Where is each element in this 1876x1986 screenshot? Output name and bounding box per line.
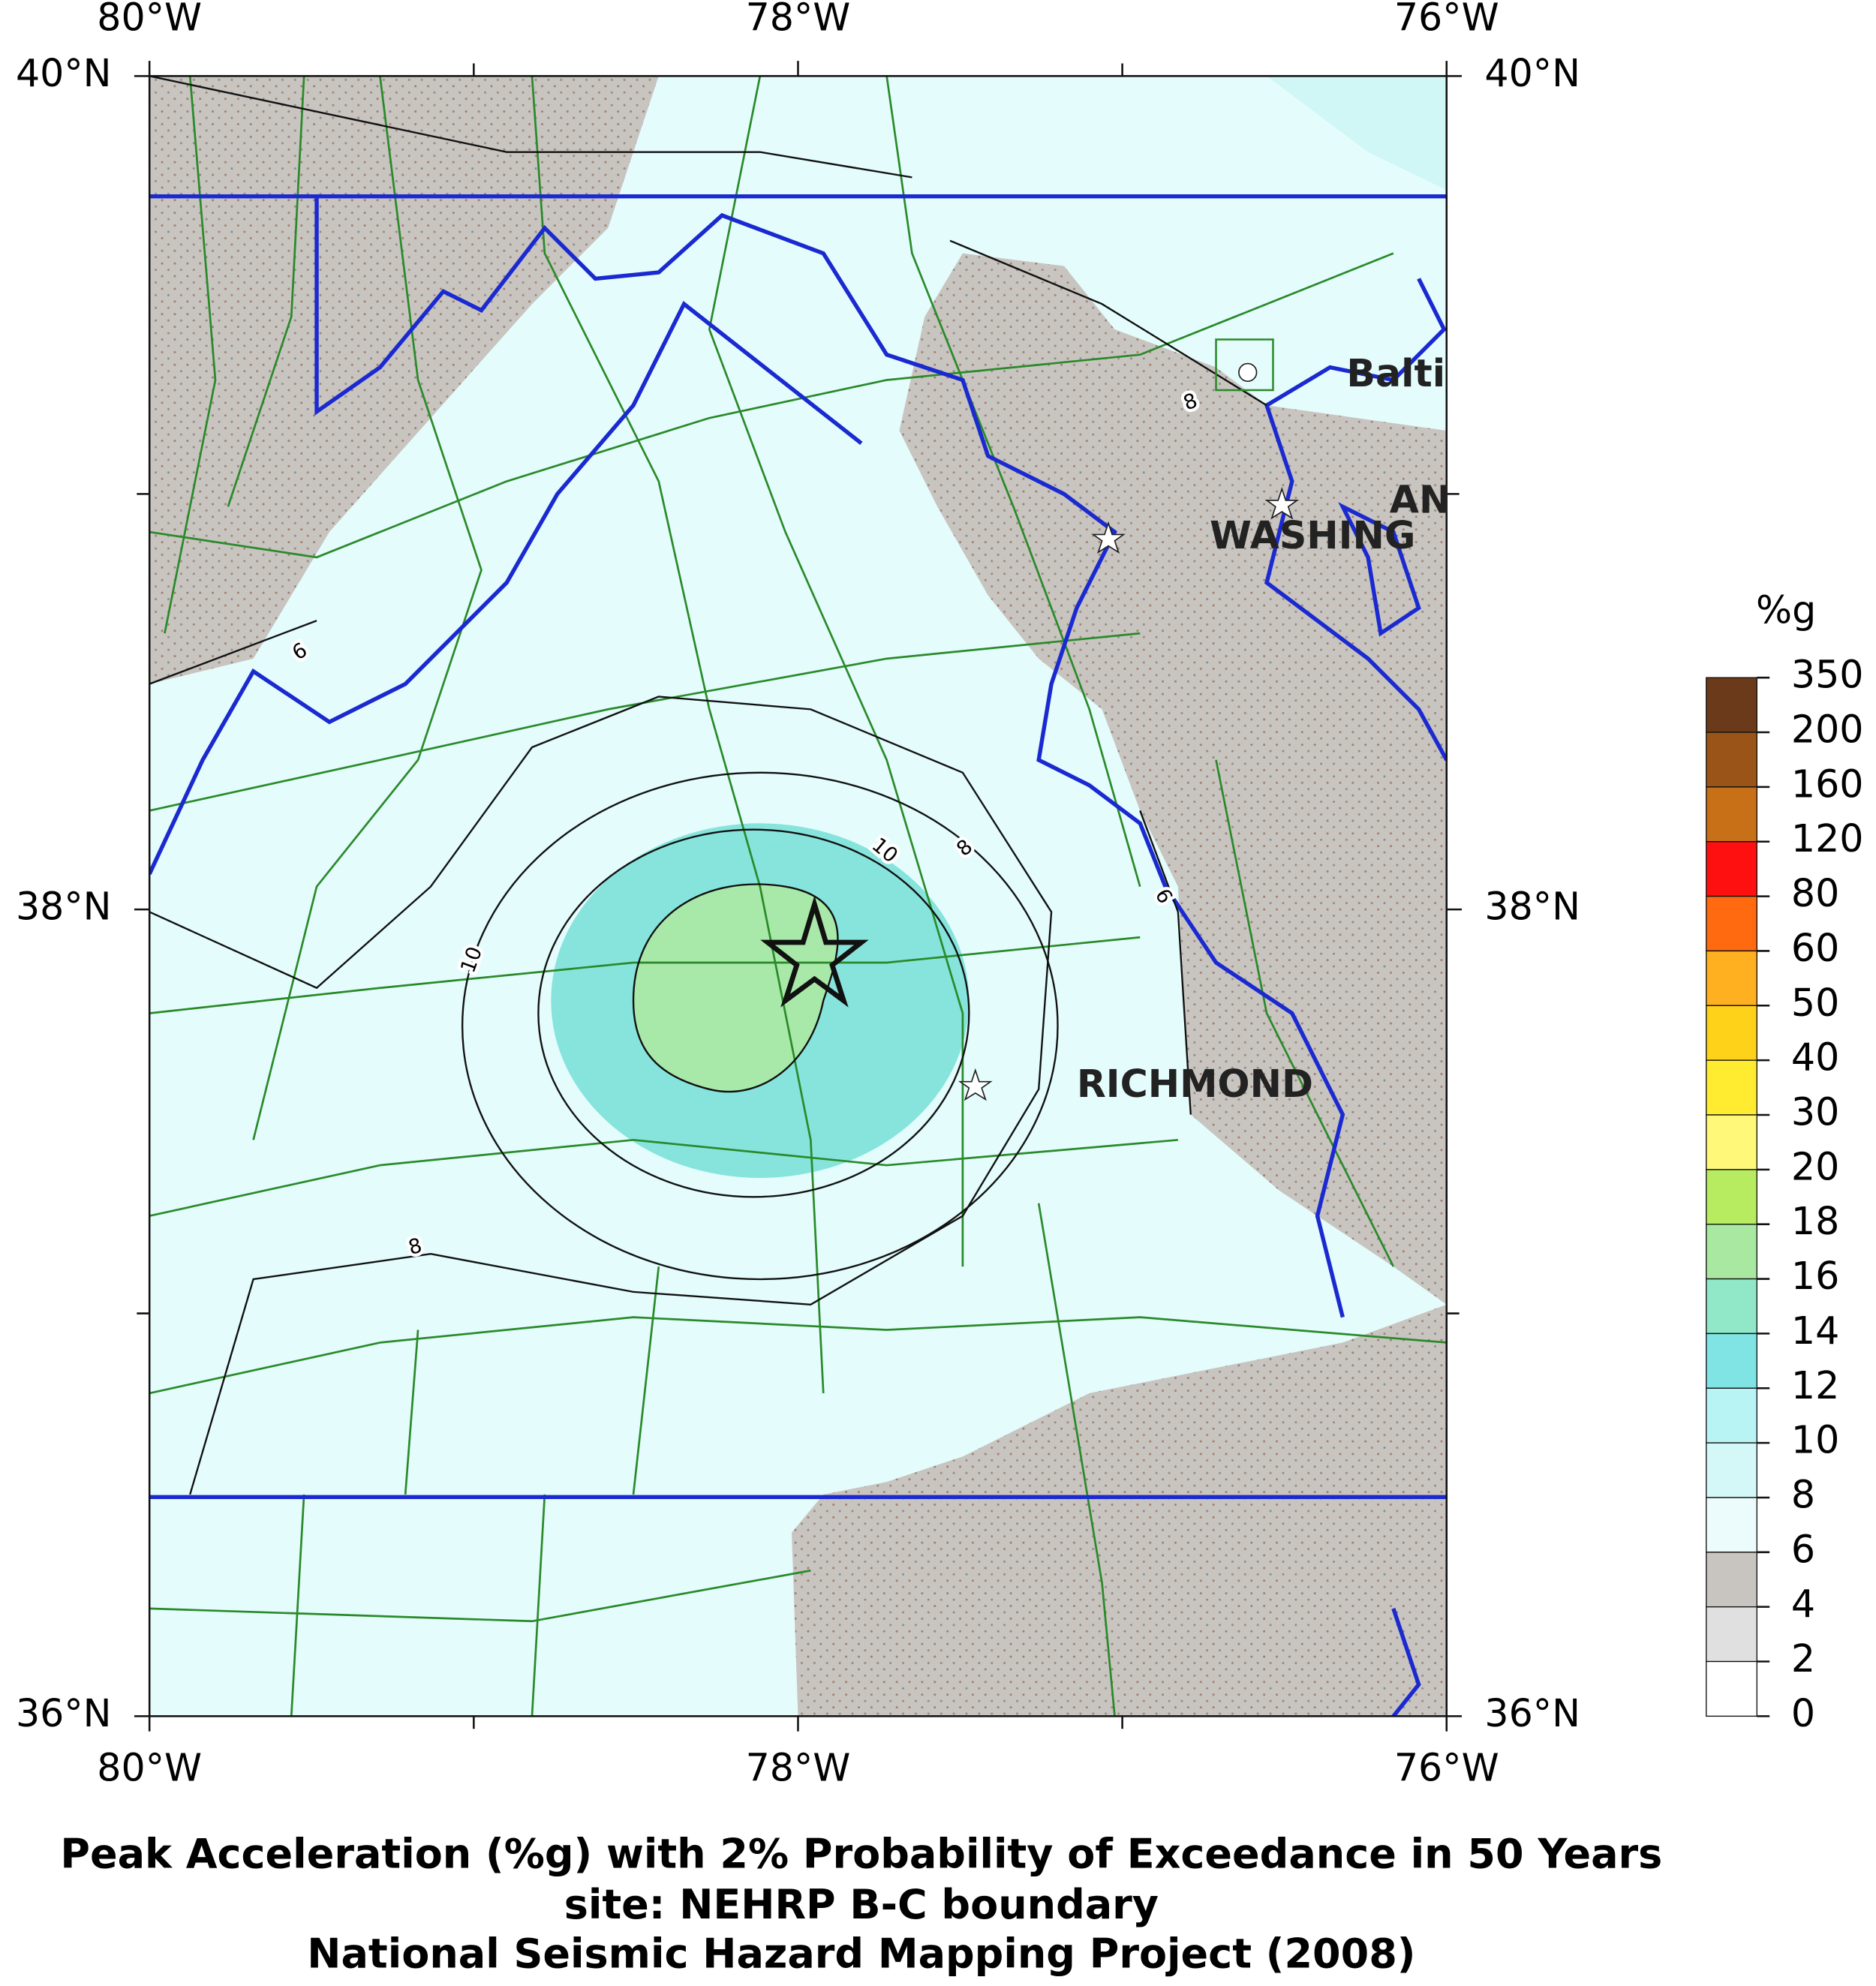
legend-swatch: [1706, 1278, 1757, 1335]
legend-label: 10: [1791, 1418, 1839, 1462]
legend-label: 6: [1791, 1527, 1815, 1571]
city-label: Balti: [1346, 351, 1445, 395]
epicenter-star: [760, 895, 869, 1008]
legend-label: 200: [1791, 708, 1864, 752]
lon-label: 78°W: [746, 0, 851, 40]
state-lines: [149, 194, 1447, 1717]
legend-swatch: [1706, 1660, 1757, 1717]
legend-label: 40: [1791, 1035, 1839, 1080]
legend-label: 350: [1791, 653, 1864, 697]
legend-label: 16: [1791, 1254, 1839, 1298]
low-hazard-region: [792, 253, 1447, 1717]
legend-swatch: [1706, 1059, 1757, 1116]
lat-label: 38°N: [1484, 885, 1580, 929]
lat-label: 40°N: [1484, 51, 1580, 95]
county-lines: [149, 76, 1447, 1717]
map-area: [149, 76, 1447, 1717]
legend-label: 0: [1791, 1691, 1815, 1735]
city-label: WASHING: [1210, 513, 1415, 557]
legend-label: 8: [1791, 1472, 1815, 1516]
city-markers: [958, 338, 1300, 1101]
legend: %g35020016012080605040302018161412108642…: [1706, 588, 1864, 1735]
city-label: AN: [1390, 478, 1451, 522]
legend-label: 120: [1791, 816, 1864, 861]
lat-label: 36°N: [1484, 1691, 1580, 1735]
title-line: Peak Acceleration (%g) with 2% Probabili…: [60, 1830, 1662, 1877]
legend-swatch: [1706, 1552, 1757, 1608]
legend-swatch: [1706, 677, 1757, 733]
legend-label: 50: [1791, 981, 1839, 1025]
lat-label: 38°N: [16, 885, 112, 929]
labels: 80°W 80°W 78°W 78°W 76°W 76°W 40°N 40°N 38°N 38°N…: [16, 0, 1662, 1978]
lon-label: 80°W: [97, 0, 202, 40]
legend-label: 30: [1791, 1089, 1839, 1134]
legend-swatch: [1706, 1497, 1757, 1553]
hazard-region: [633, 884, 838, 1092]
legend-swatch: [1706, 1224, 1757, 1280]
legend-label: 18: [1791, 1199, 1839, 1243]
lon-label: 78°W: [746, 1745, 851, 1789]
legend-swatch: [1706, 786, 1757, 843]
lon-label: 76°W: [1394, 0, 1499, 40]
legend-swatch: [1706, 1333, 1757, 1389]
legend-label: 60: [1791, 926, 1839, 970]
legend-title: %g: [1756, 588, 1816, 632]
contours: [149, 76, 1267, 1495]
legend-swatch: [1706, 1442, 1757, 1498]
legend-swatch: [1706, 1114, 1757, 1170]
legend-label: 80: [1791, 871, 1839, 915]
legend-swatch: [1706, 1169, 1757, 1225]
legend-swatch: [1706, 950, 1757, 1006]
lon-label: 80°W: [97, 1745, 202, 1789]
legend-label: 12: [1791, 1363, 1839, 1408]
legend-label: 2: [1791, 1636, 1815, 1681]
title-line: National Seismic Hazard Mapping Project …: [307, 1930, 1415, 1978]
legend-swatch: [1706, 1005, 1757, 1061]
lon-label: 76°W: [1394, 1745, 1499, 1789]
legend-label: 20: [1791, 1144, 1839, 1188]
legend-label: 14: [1791, 1308, 1839, 1353]
legend-label: 4: [1791, 1582, 1815, 1626]
legend-swatch: [1706, 732, 1757, 788]
lat-label: 40°N: [16, 51, 112, 95]
low-hazard-region: [149, 76, 659, 684]
city-label: RICHMOND: [1077, 1062, 1313, 1106]
legend-swatch: [1706, 1606, 1757, 1663]
lat-label: 36°N: [16, 1691, 112, 1735]
tick-marks: [134, 61, 1463, 1732]
title-line: site: NEHRP B-C boundary: [564, 1881, 1159, 1928]
legend-label: 160: [1791, 762, 1864, 806]
region: [1267, 76, 1447, 191]
legend-swatch: [1706, 841, 1757, 897]
legend-swatch: [1706, 895, 1757, 952]
legend-swatch: [1706, 1387, 1757, 1444]
